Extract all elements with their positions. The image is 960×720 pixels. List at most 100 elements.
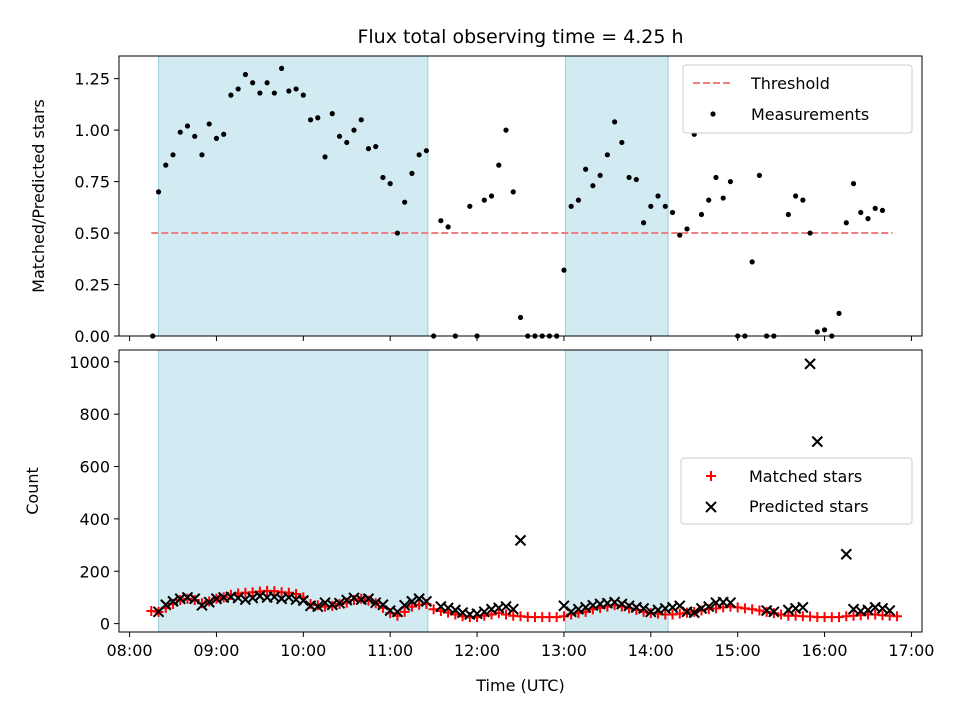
measurement-point	[365, 146, 372, 152]
measurement-point	[373, 143, 379, 150]
predicted-point	[297, 594, 310, 607]
y-tick-label: 0.50	[74, 224, 110, 243]
matched-point	[747, 604, 758, 615]
y-tick-label: 0	[100, 615, 110, 634]
y-tick-label: 1.25	[74, 70, 110, 89]
measurement-point	[720, 195, 726, 201]
measurement-point	[445, 224, 451, 230]
y-tick-label: 800	[79, 405, 110, 424]
predicted-point	[811, 435, 824, 448]
axes-frame	[118, 55, 923, 337]
shaded-interval-0	[158, 55, 429, 337]
measurement-point	[206, 121, 212, 127]
predicted-point	[478, 606, 491, 618]
predicted-point	[840, 548, 852, 560]
measurement-point	[496, 162, 502, 168]
measurement-point	[155, 189, 162, 195]
x-tick-label: 08:00	[107, 641, 153, 660]
y-tick-label: 0.75	[74, 173, 110, 192]
measurement-point	[640, 220, 647, 226]
measurement-point	[706, 197, 712, 203]
measurement-point	[604, 152, 610, 158]
x-tick-label: 17:00	[888, 641, 934, 660]
measurement-point	[698, 211, 705, 218]
y-tick-label: 1000	[69, 353, 110, 372]
measurement-point	[192, 133, 198, 139]
predicted-point	[377, 599, 389, 611]
predicted-point	[319, 596, 331, 609]
top-panel: 0.00 0.25 0.50 0.75 1.00 1.25 Matched/Predicte…	[29, 26, 923, 346]
predicted-point	[449, 604, 462, 616]
measurement-point	[821, 327, 828, 333]
measurement-point	[387, 181, 393, 187]
measurement-point	[597, 172, 603, 179]
measurement-point	[865, 216, 871, 222]
measurement-point	[517, 314, 524, 321]
measurement-point	[416, 152, 422, 158]
measurement-point	[843, 220, 849, 226]
predicted-point	[703, 600, 715, 613]
measurement-point	[423, 148, 429, 154]
y-tick-label: 200	[79, 562, 110, 581]
measurement-point	[380, 174, 386, 181]
predicted-point	[565, 606, 577, 618]
predicted-point	[688, 606, 700, 619]
x-tick-label: 11:00	[367, 641, 413, 660]
predicted-point	[514, 534, 527, 547]
measurement-point	[409, 170, 415, 176]
y-tick-label: 400	[79, 510, 110, 529]
predicted-point	[413, 593, 425, 605]
measurement-point	[626, 174, 632, 181]
legend-measurement-label: Measurements	[751, 105, 869, 124]
measurement-point	[792, 193, 799, 199]
measurement-point	[612, 119, 618, 125]
predicted-point	[167, 595, 179, 608]
measurement-point	[727, 178, 734, 185]
measurement-point	[785, 211, 791, 218]
measurement-point	[503, 127, 509, 133]
measurement-point	[467, 203, 473, 209]
legend-box	[680, 457, 913, 525]
chart-title: Flux total observing time = 4.25 h	[357, 26, 683, 48]
measurement-point	[257, 90, 263, 96]
measurement-point	[510, 189, 516, 195]
measurement-point	[322, 154, 328, 160]
legend: Matched stars Predicted stars	[680, 457, 913, 525]
measurement-point	[177, 129, 183, 135]
measurement-point	[271, 90, 277, 96]
measurement-point	[278, 65, 285, 71]
matched-point	[406, 601, 417, 612]
measurement-point	[488, 193, 495, 199]
predicted-point	[420, 595, 433, 608]
measurement-point	[713, 174, 719, 181]
predicted-point	[160, 599, 172, 611]
matched-point	[674, 608, 685, 619]
bottom-panel: 0 200 400 600 800 1000 08:00 09:00 10:00 11:00 12:…	[23, 349, 934, 695]
measurement-point	[619, 139, 625, 146]
legend-matched-swatch	[706, 471, 716, 481]
measurement-point	[264, 80, 270, 86]
measurement-point	[684, 226, 690, 232]
x-tick-label: 09:00	[193, 641, 239, 660]
measurement-point	[358, 117, 364, 123]
x-tick-label: 16:00	[802, 641, 848, 660]
predicted-point	[333, 597, 346, 609]
measurement-point	[402, 199, 408, 205]
predicted-point	[579, 601, 592, 614]
legend-measurement-swatch	[710, 111, 716, 117]
legend-matched-label: Matched stars	[749, 467, 862, 486]
measurement-point	[836, 310, 842, 316]
predicted-point	[442, 602, 454, 614]
measurement-point	[655, 193, 661, 199]
predicted-point	[724, 596, 737, 609]
predicted-point	[203, 596, 215, 608]
measurement-point	[590, 183, 596, 189]
matched-point	[399, 606, 410, 617]
measurement-point	[648, 203, 654, 209]
measurement-point	[307, 117, 314, 123]
predicted-point	[876, 602, 889, 615]
measurement-point	[879, 207, 886, 214]
measurement-point	[749, 259, 755, 265]
y-axis-label: Count	[23, 467, 42, 515]
predicted-point	[637, 602, 650, 615]
